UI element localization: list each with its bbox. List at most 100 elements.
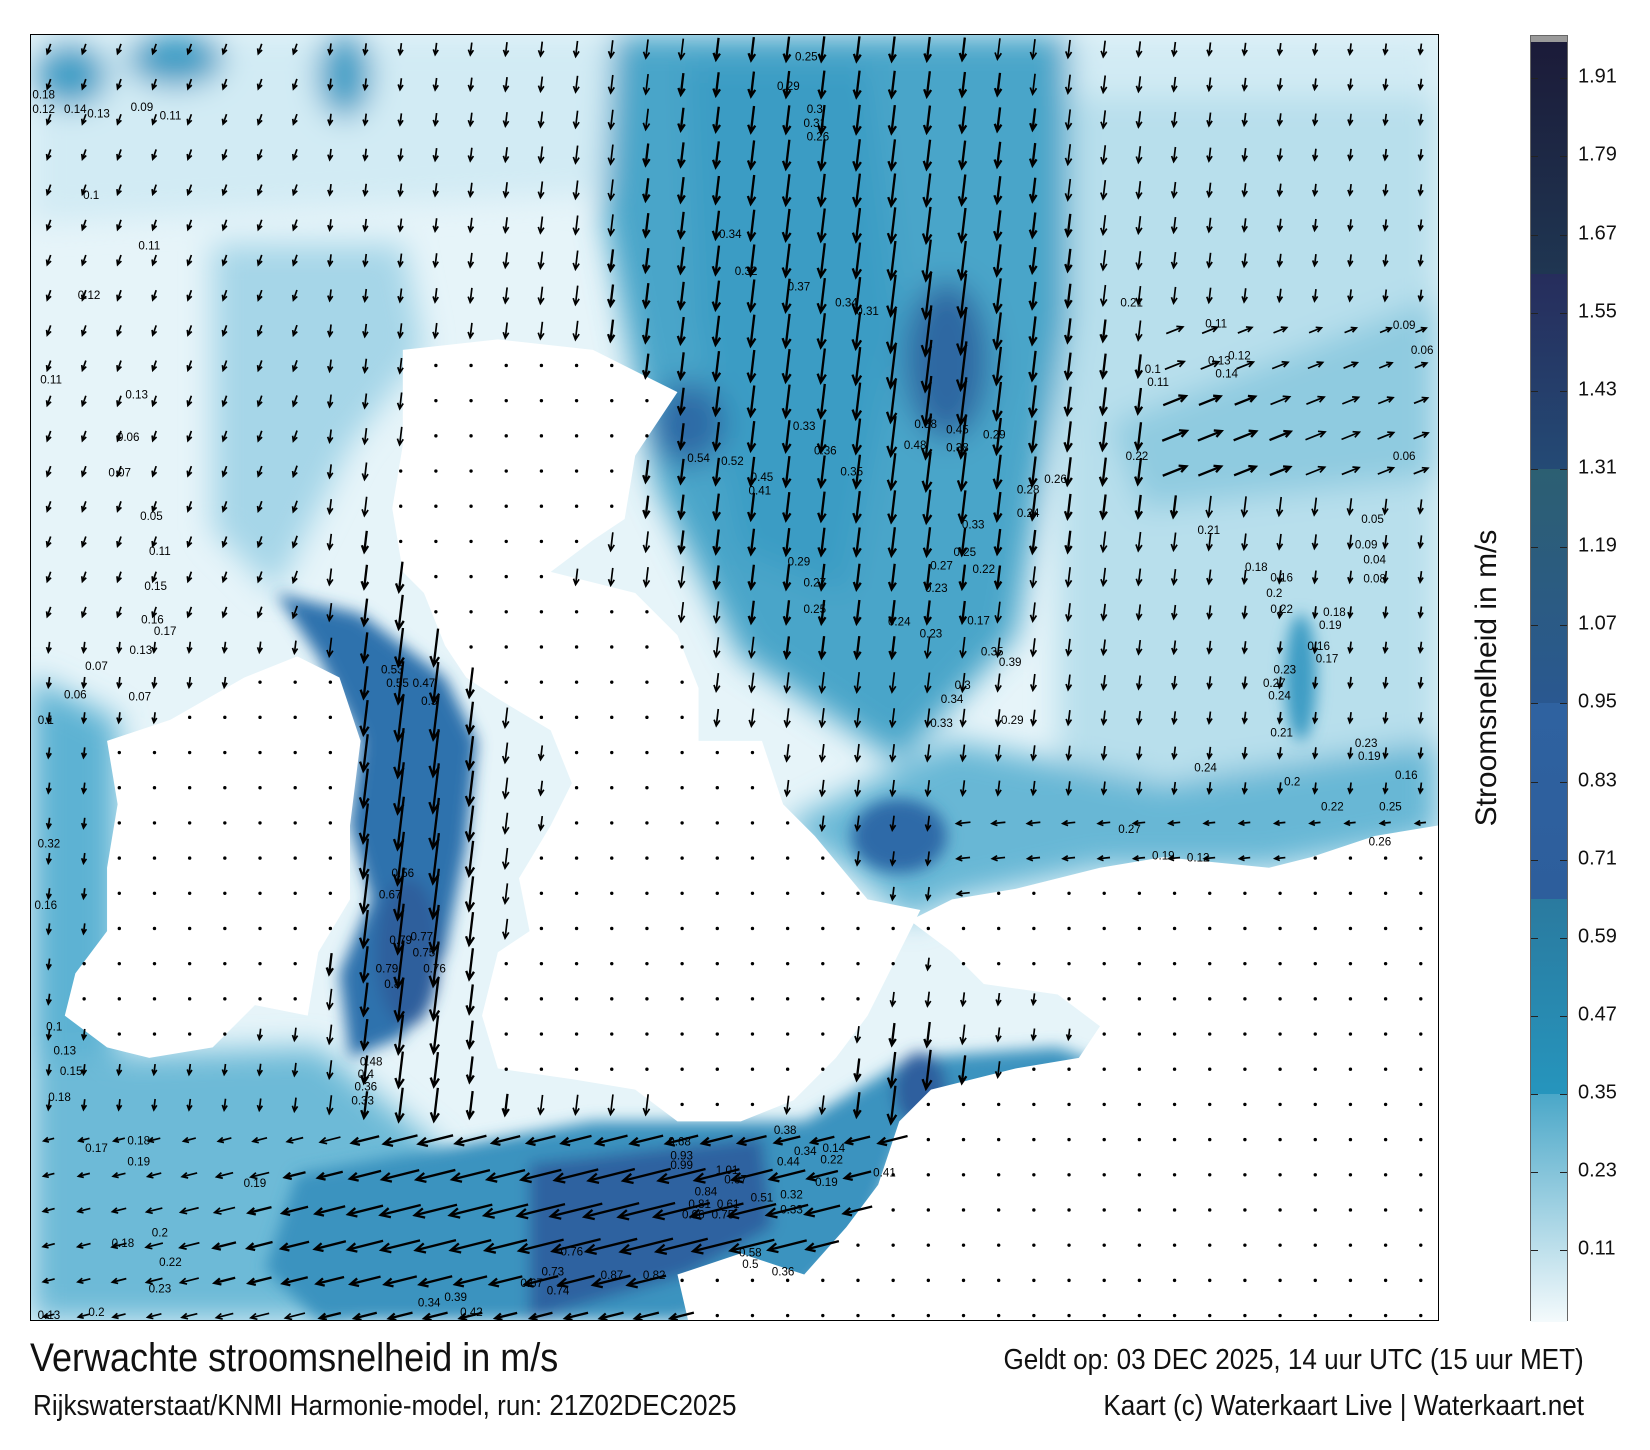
current-arrow <box>186 571 193 584</box>
land-grid-dot <box>293 786 297 790</box>
land-grid-dot <box>1172 1067 1177 1071</box>
land-grid-dot <box>539 469 544 473</box>
colorbar-tick <box>1560 312 1567 314</box>
current-arrow <box>1206 676 1213 690</box>
current-arrow <box>676 281 686 311</box>
land-grid-dot <box>785 997 790 1001</box>
land-grid-dot <box>610 434 614 438</box>
land-grid-dot <box>1137 891 1142 895</box>
current-arrow <box>1272 819 1286 827</box>
current-arrow <box>590 1274 631 1289</box>
current-arrow <box>359 666 370 701</box>
land-grid-dot <box>1278 1032 1282 1036</box>
land-grid-dot <box>750 1067 755 1071</box>
land-grid-dot <box>574 645 579 649</box>
current-arrow <box>221 641 228 655</box>
land-grid-dot <box>610 1032 614 1036</box>
speed-label: 0.32 <box>38 838 61 851</box>
current-arrow <box>1417 535 1424 550</box>
current-arrow <box>80 676 88 690</box>
current-arrow <box>572 320 580 342</box>
current-arrow <box>1312 747 1319 760</box>
current-arrow <box>956 414 968 460</box>
current-arrow <box>1171 746 1178 761</box>
land-grid-dot <box>680 680 684 684</box>
speed-label: 0.34 <box>794 1145 817 1158</box>
colorbar-band <box>1531 469 1567 704</box>
current-arrow <box>1305 465 1327 476</box>
current-arrow <box>465 701 476 736</box>
land-grid-dot <box>223 715 227 720</box>
current-arrow <box>326 1095 334 1116</box>
land-grid-dot <box>574 891 579 895</box>
land-grid-dot <box>574 398 579 403</box>
current-arrow <box>1237 326 1254 334</box>
land-grid-dot <box>1102 1173 1106 1177</box>
current-arrow <box>699 1134 733 1147</box>
current-arrow <box>221 325 228 337</box>
current-arrow <box>992 454 1003 490</box>
land-grid-dot <box>399 469 403 473</box>
current-arrow <box>327 113 334 127</box>
current-arrow <box>1064 213 1073 239</box>
current-arrow <box>1135 320 1143 342</box>
current-arrow <box>1347 148 1354 162</box>
land-grid-dot <box>82 997 86 1001</box>
land-grid-dot <box>1032 1313 1036 1318</box>
current-arrow <box>642 531 651 554</box>
colorbar-band <box>1531 36 1567 274</box>
land-grid-dot <box>1067 1313 1071 1318</box>
land-grid-dot <box>469 539 473 544</box>
current-arrow <box>581 1202 640 1221</box>
current-arrow <box>748 708 756 728</box>
land-grid-dot <box>680 750 684 755</box>
current-arrow <box>1063 386 1073 418</box>
land-grid-dot <box>926 1137 931 1142</box>
land-grid-dot <box>1313 856 1317 860</box>
land-grid-dot <box>715 786 719 790</box>
current-arrow <box>651 1201 711 1221</box>
current-arrow <box>641 318 651 345</box>
land-grid-dot <box>821 997 825 1001</box>
speed-label: 0.25 <box>795 50 818 63</box>
colorbar-tick-label: 1.43 <box>1578 378 1617 401</box>
land-grid-dot <box>821 1313 825 1318</box>
current-arrow <box>45 149 52 161</box>
current-arrow <box>1029 39 1038 61</box>
current-arrow <box>817 36 827 64</box>
current-arrow <box>80 1063 88 1077</box>
current-arrow <box>1170 532 1178 553</box>
land-grid-dot <box>1383 1137 1388 1142</box>
current-arrow <box>747 528 757 557</box>
current-arrow <box>1161 429 1190 442</box>
current-arrow <box>958 600 968 626</box>
land-grid-dot <box>469 398 473 403</box>
current-arrow <box>676 316 686 347</box>
current-arrow <box>211 1241 237 1251</box>
current-arrow <box>1241 641 1248 655</box>
current-arrow <box>782 70 792 100</box>
current-arrow <box>327 43 334 56</box>
current-arrow <box>256 1028 264 1042</box>
land-grid-dot <box>1172 1173 1177 1177</box>
current-arrow <box>291 1097 299 1114</box>
current-arrow <box>1377 431 1396 440</box>
current-arrow <box>501 707 510 729</box>
current-arrow <box>887 490 898 525</box>
current-arrow <box>924 708 932 729</box>
land-grid-dot <box>117 1032 121 1036</box>
land-grid-dot <box>715 997 719 1001</box>
land-grid-dot <box>750 1102 755 1107</box>
current-arrow <box>1311 497 1319 517</box>
speed-label: 0.11 <box>149 545 171 558</box>
current-arrow <box>677 142 686 169</box>
land-grid-dot <box>926 1243 931 1247</box>
land-grid-dot <box>1172 1313 1177 1318</box>
speed-label: 0.41 <box>749 485 772 498</box>
current-arrow <box>888 1022 897 1048</box>
current-arrow <box>397 43 404 57</box>
current-arrow <box>1170 286 1178 306</box>
current-arrow <box>711 141 722 170</box>
current-arrow <box>1347 219 1354 233</box>
current-arrow <box>1134 494 1144 521</box>
